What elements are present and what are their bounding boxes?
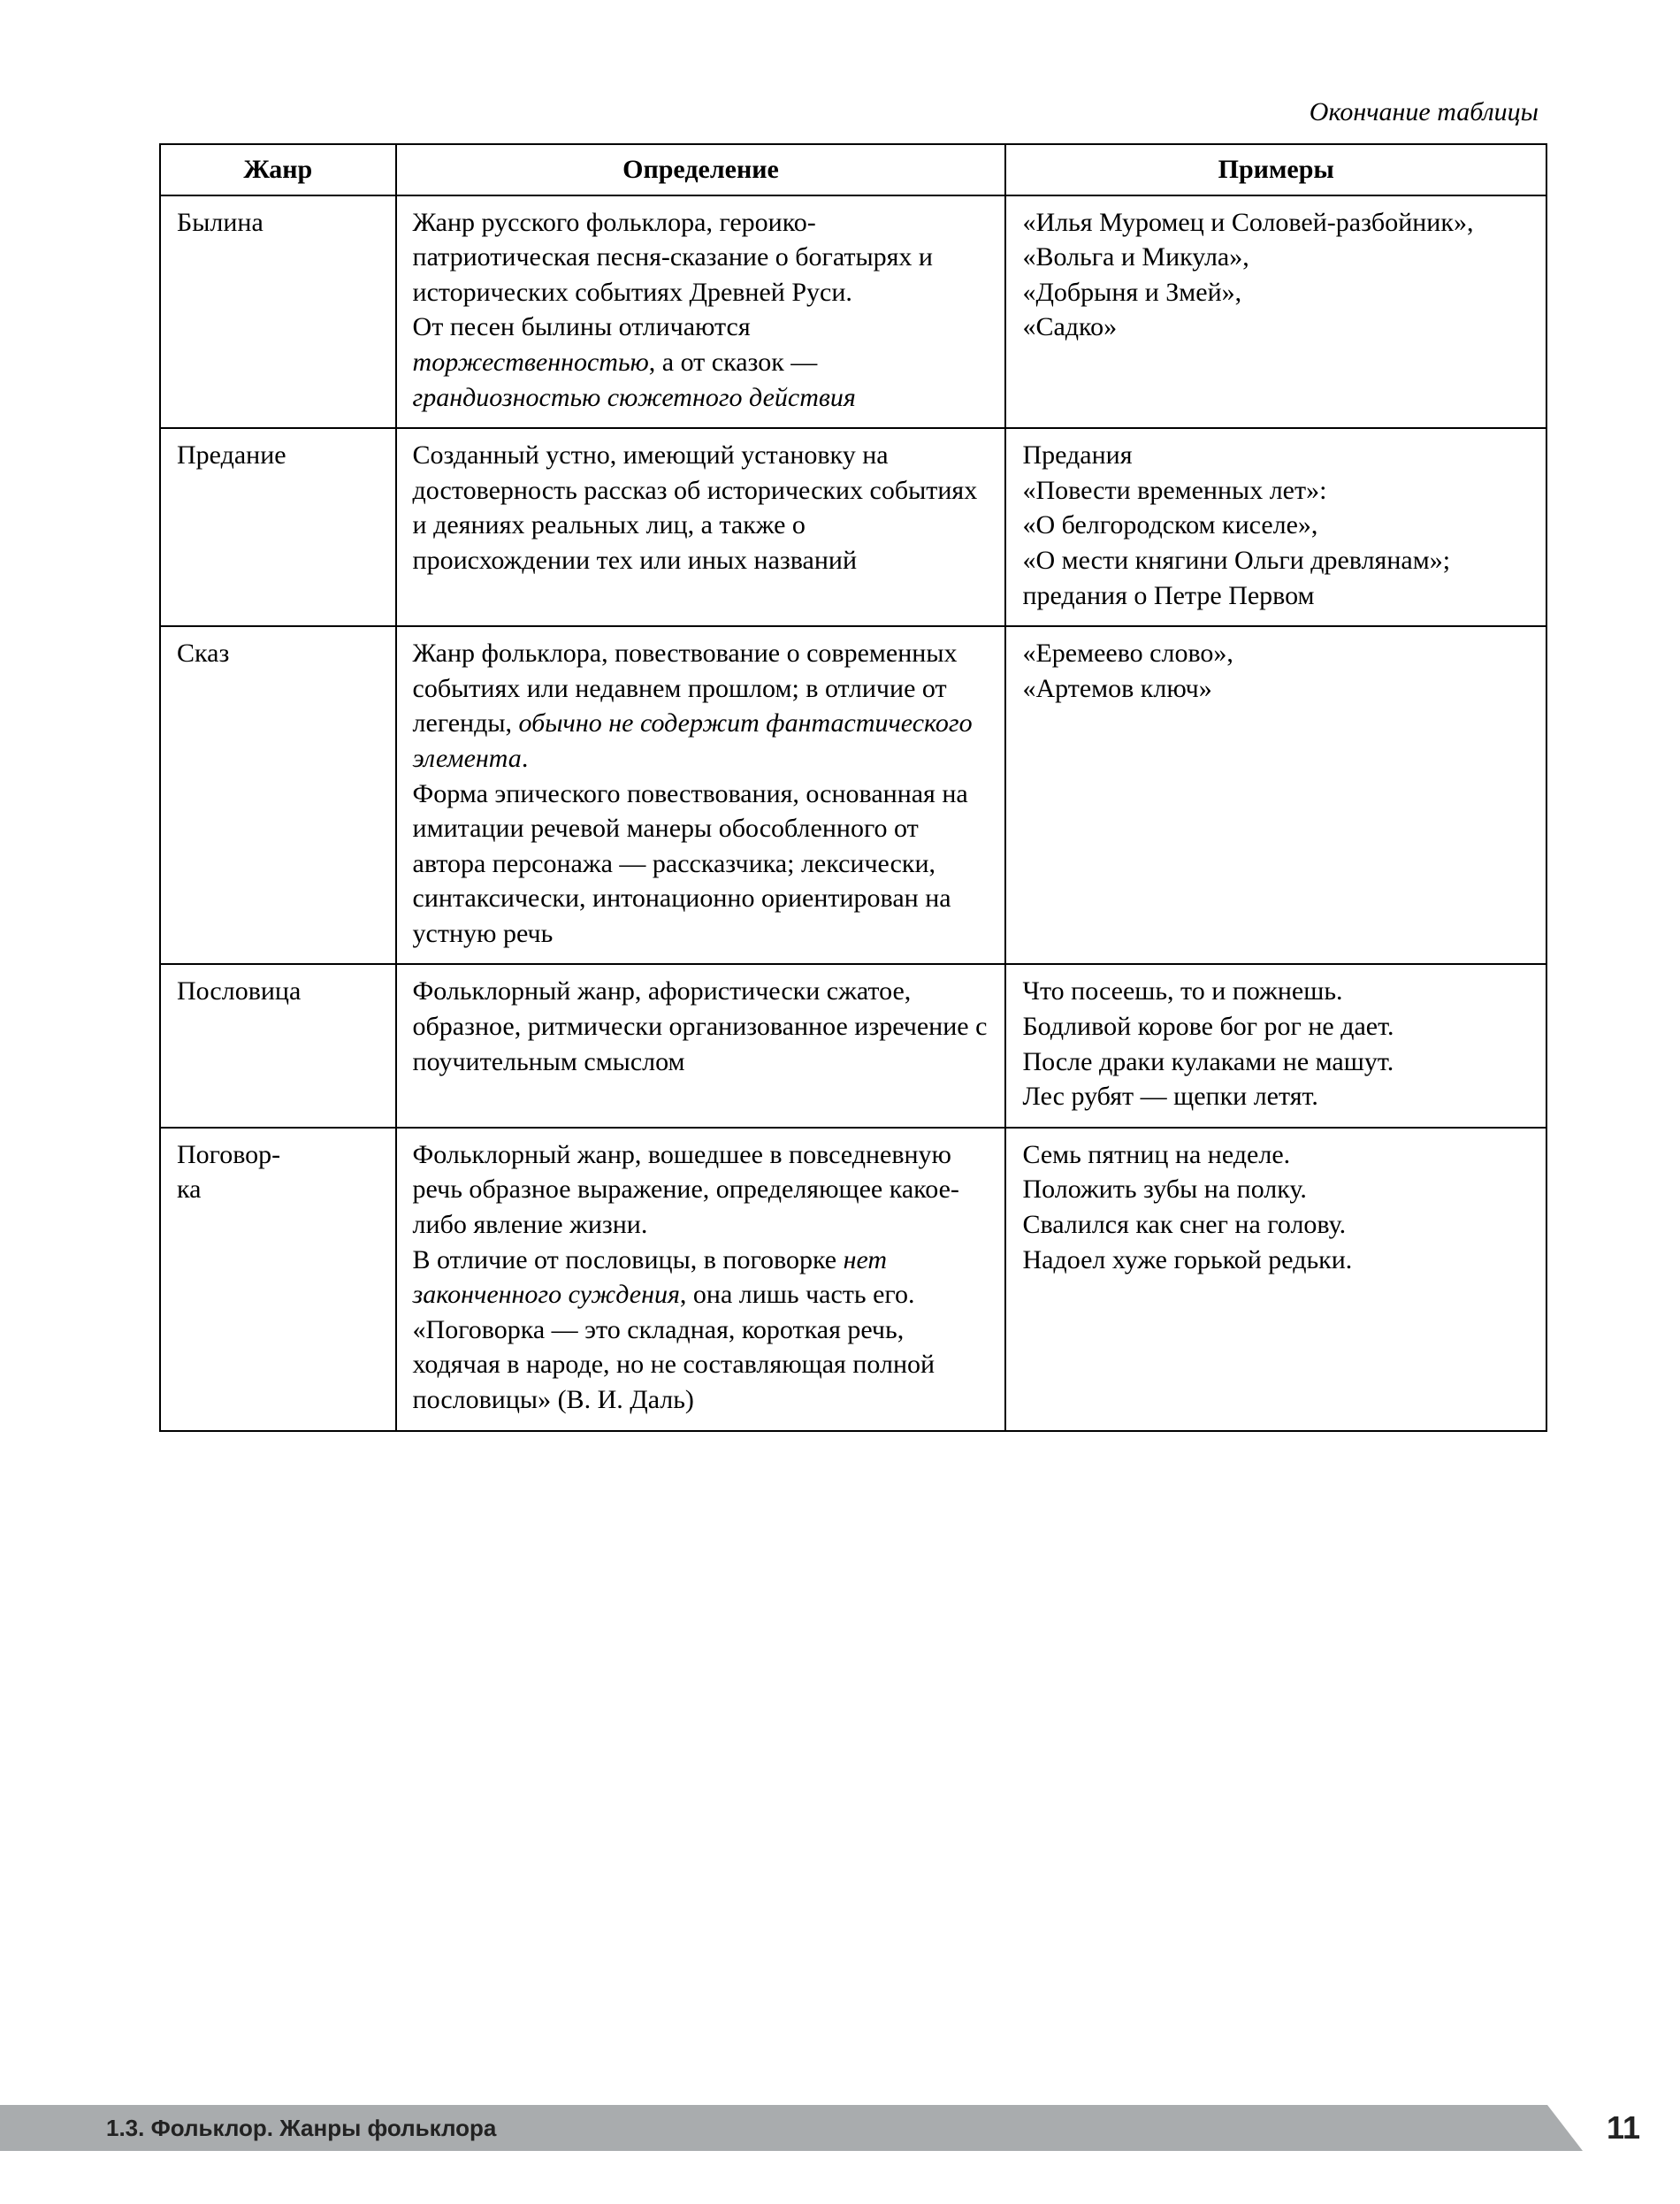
table-header-row: Жанр Определение Примеры [160,144,1546,195]
table-row: Былина Жанр русского фольклора, героико-… [160,195,1546,429]
table-body: Былина Жанр русского фольклора, героико-… [160,195,1546,1431]
cell-definition: Фольклорный жанр, афористически сжатое, … [396,964,1006,1127]
cell-definition: Фольклорный жанр, вошедшее в повседневну… [396,1128,1006,1431]
page: Окончание таблицы Жанр Определение Приме… [0,0,1680,2204]
cell-definition: Созданный устно, имеющий установку на до… [396,428,1006,626]
table-row: Пословица Фольклорный жанр, афористическ… [160,964,1546,1127]
cell-genre: Былина [160,195,396,429]
table-caption: Окончание таблицы [159,97,1547,127]
cell-genre: Сказ [160,626,396,964]
cell-genre: Предание [160,428,396,626]
table-row: Поговор-ка Фольклорный жанр, вошедшее в … [160,1128,1546,1431]
col-header-definition: Определение [396,144,1006,195]
page-number: 11 [1607,2105,1640,2151]
col-header-genre: Жанр [160,144,396,195]
cell-examples: «Еремеево слово»,«Артемов ключ» [1005,626,1546,964]
col-header-examples: Примеры [1005,144,1546,195]
cell-examples: Что посеешь, то и пожнешь.Бодливой коров… [1005,964,1546,1127]
cell-definition: Жанр фольклора, повествование о современ… [396,626,1006,964]
cell-examples: Семь пятниц на неделе.Положить зубы на п… [1005,1128,1546,1431]
table-row: Предание Созданный устно, имеющий устано… [160,428,1546,626]
table-row: Сказ Жанр фольклора, повествование о сов… [160,626,1546,964]
cell-examples: «Илья Муромец и Соловей-разбойник»,«Воль… [1005,195,1546,429]
footer-section-title: 1.3. Фольклор. Жанры фольклора [106,2105,496,2151]
cell-examples: Предания«Повести временных лет»:«О белго… [1005,428,1546,626]
cell-genre: Пословица [160,964,396,1127]
cell-genre: Поговор-ка [160,1128,396,1431]
page-footer: 1.3. Фольклор. Жанры фольклора 11 [0,2105,1680,2151]
genres-table: Жанр Определение Примеры Былина Жанр рус… [159,143,1547,1432]
cell-definition: Жанр русского фольклора, героико-патриот… [396,195,1006,429]
